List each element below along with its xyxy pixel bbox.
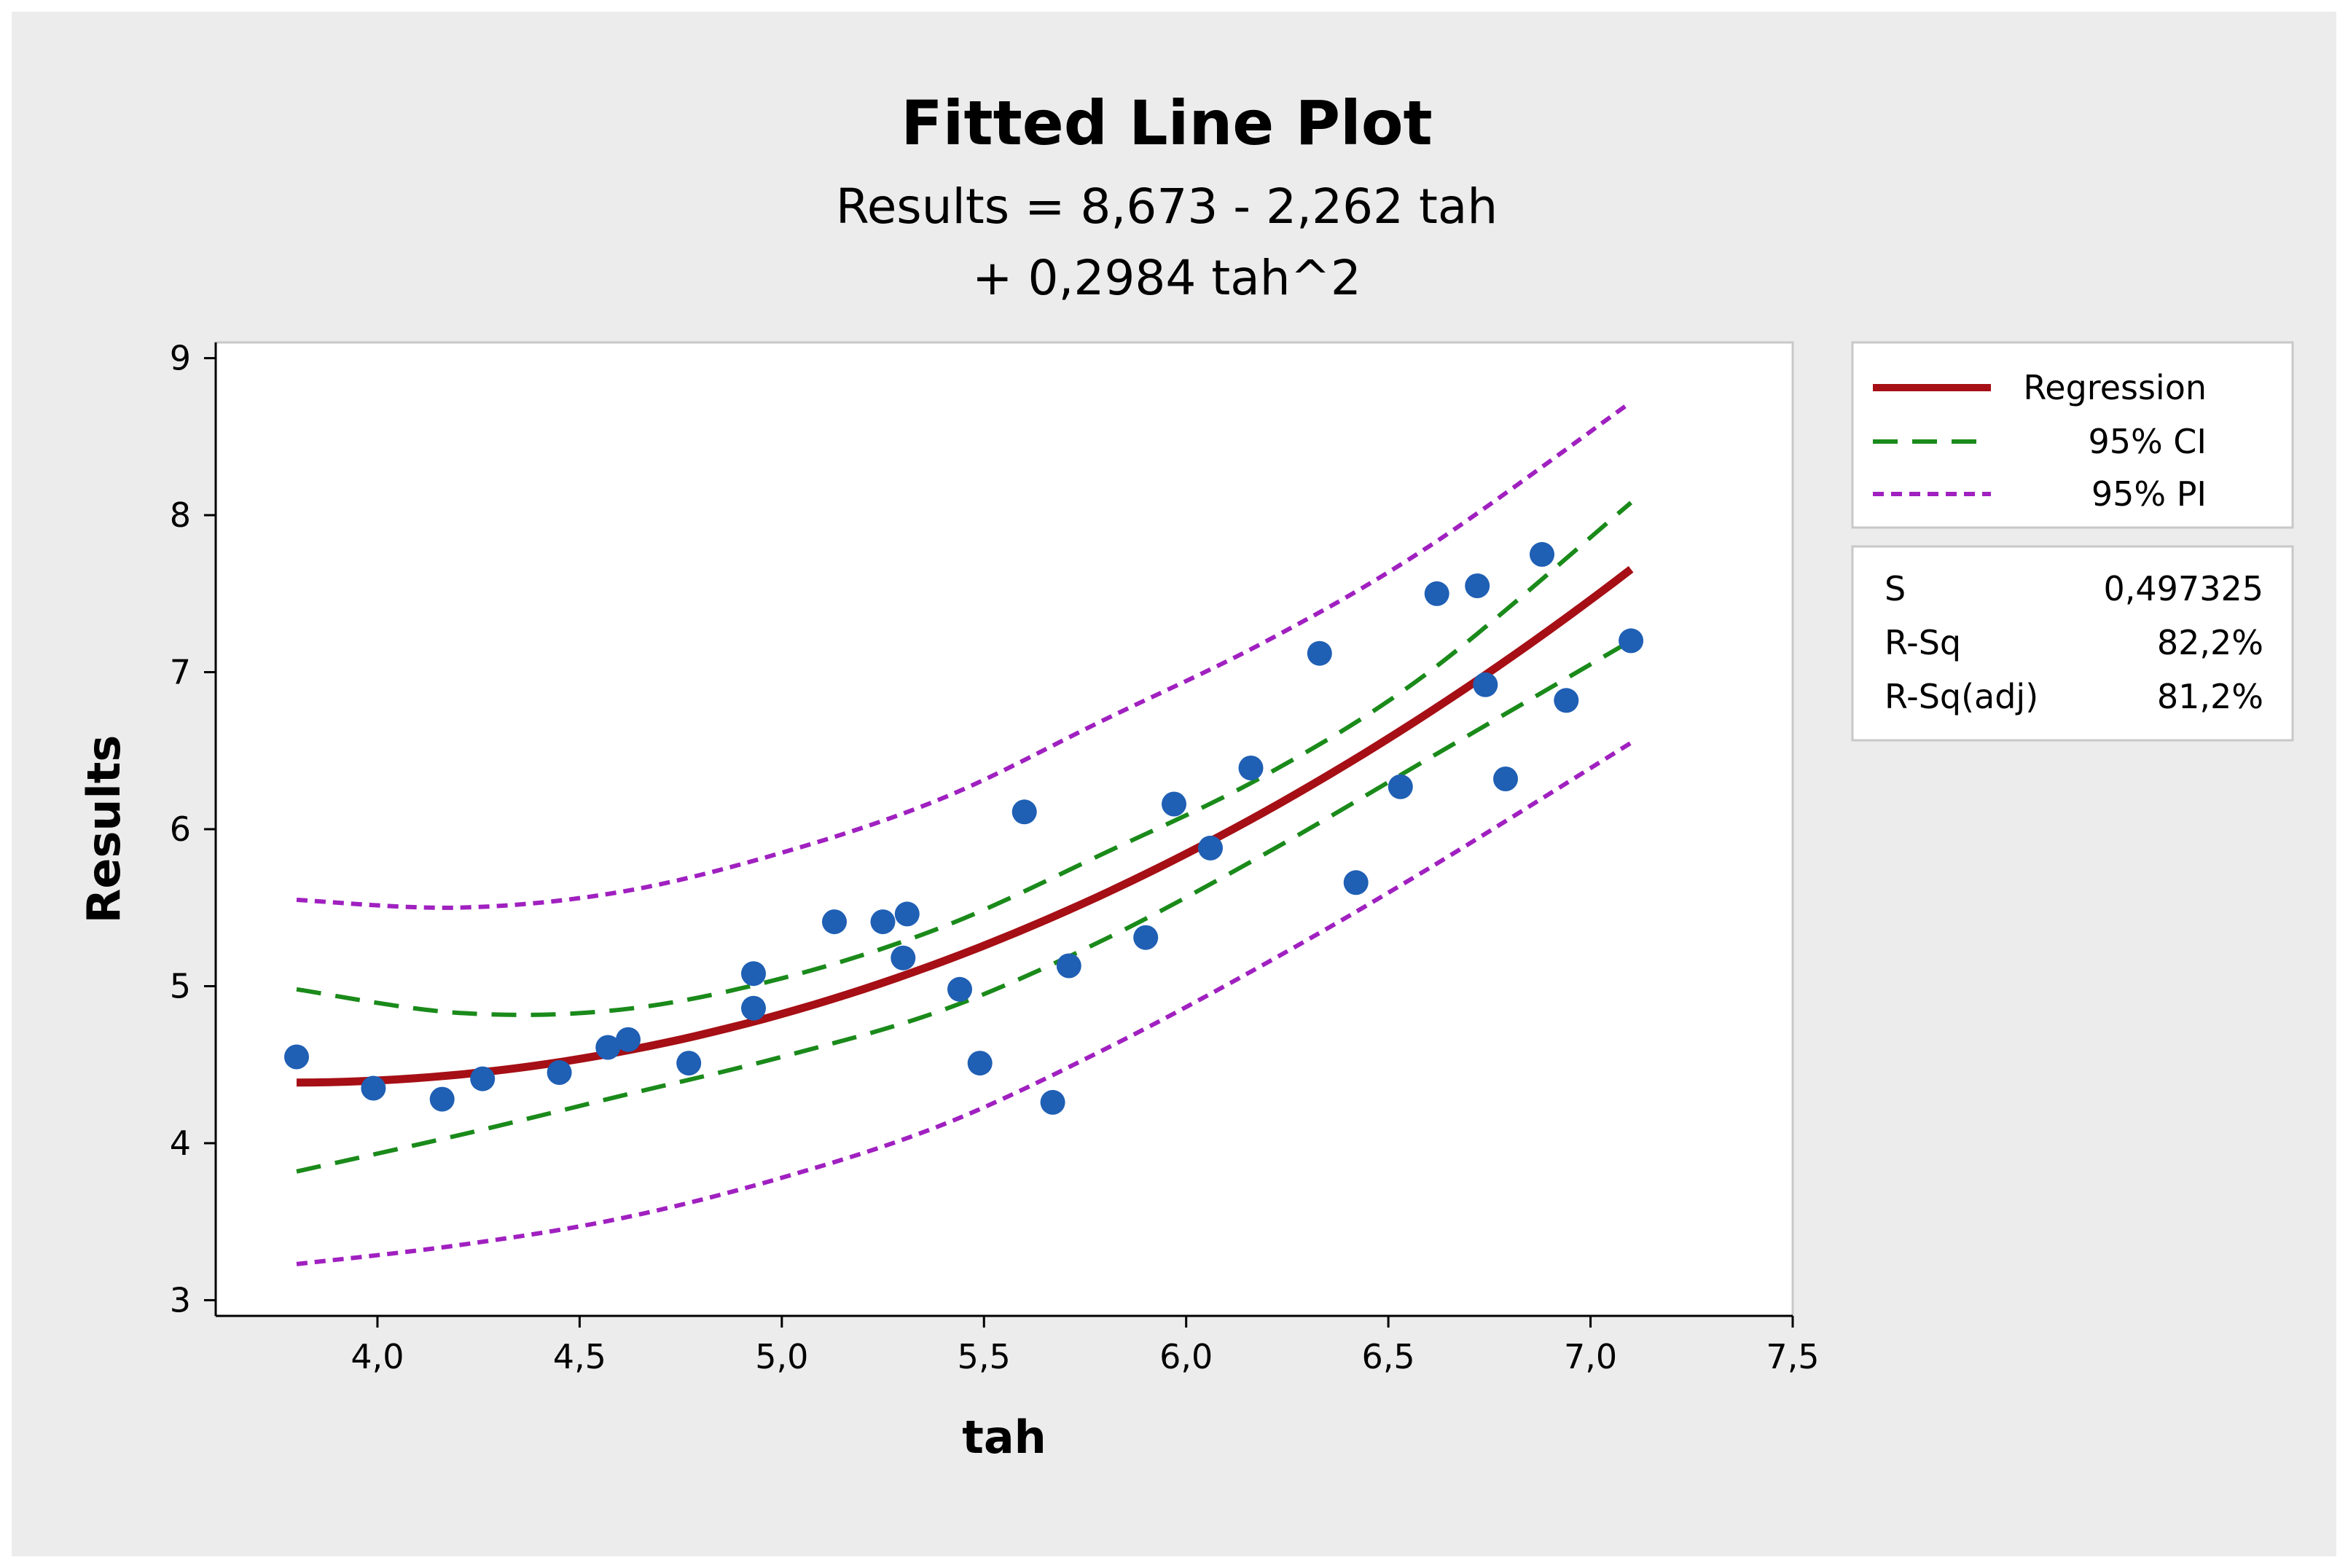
point-layer	[284, 541, 1644, 1115]
data-point	[676, 1051, 702, 1076]
data-point	[891, 945, 916, 971]
data-point	[1554, 688, 1579, 713]
plot-area	[214, 341, 1794, 1317]
stats-s-label: S	[1885, 569, 1906, 608]
stats-rsq-adj-value: 81,2%	[2157, 677, 2263, 716]
legend-pi-label: 95% PI	[2091, 474, 2207, 514]
data-point	[894, 901, 920, 927]
x-tick-label: 4,5	[553, 1337, 606, 1376]
data-point	[1133, 925, 1159, 950]
legend-ci-label: 95% CI	[2088, 422, 2207, 461]
data-point	[1011, 799, 1037, 825]
y-tick-label: 6	[170, 810, 191, 849]
data-point	[1493, 767, 1518, 791]
pi-lower-line	[296, 740, 1632, 1266]
stats-rsq-adj-label: R-Sq(adj)	[1885, 677, 2038, 716]
data-point	[822, 909, 847, 935]
stats-box	[1851, 545, 2294, 742]
chart-subtitle-equation: Results = 8,673 - 2,262 tah	[836, 179, 1498, 235]
x-tick-label: 6,5	[1362, 1337, 1415, 1376]
data-point	[1198, 835, 1223, 861]
y-tick-label: 3	[170, 1280, 191, 1320]
data-point	[1530, 541, 1554, 567]
x-tick-label: 7,5	[1766, 1337, 1819, 1376]
y-tick-label: 4	[170, 1124, 191, 1163]
x-tick-label: 5,5	[958, 1337, 1011, 1376]
x-tick-label: 7,0	[1564, 1337, 1617, 1376]
data-point	[547, 1060, 572, 1085]
y-tick-label: 7	[170, 653, 191, 692]
x-tick-label: 5,0	[755, 1337, 808, 1376]
y-tick-label: 8	[170, 495, 191, 535]
ci-lower-line	[296, 638, 1632, 1174]
data-point	[741, 995, 766, 1021]
data-point	[1473, 672, 1498, 697]
y-tick-label: 9	[170, 339, 191, 378]
legend-regression-label: Regression	[2023, 368, 2207, 407]
data-point	[616, 1027, 641, 1052]
data-point	[1162, 791, 1186, 817]
chart-subtitle-equation-continued: + 0,2984 tah^2	[972, 250, 1361, 306]
data-point	[870, 909, 896, 935]
x-axis-label: tah	[962, 1411, 1046, 1464]
fit-layer	[296, 565, 1634, 1087]
data-point	[595, 1035, 621, 1060]
x-tick-label: 4,0	[351, 1337, 404, 1376]
fitted-line-plot: Fitted Line Plot Results = 8,673 - 2,262…	[77, 87, 2294, 1464]
data-point	[1424, 581, 1449, 606]
y-axis-ticks: 3 4 5 6 7 8 9	[170, 339, 216, 1320]
stats-rsq-value: 82,2%	[2157, 623, 2263, 662]
data-point	[1619, 628, 1644, 654]
data-point	[1238, 756, 1264, 780]
data-point	[1307, 640, 1332, 666]
data-point	[1343, 870, 1369, 895]
stats-s-value: 0,497325	[2104, 569, 2264, 608]
x-tick-label: 6,0	[1159, 1337, 1213, 1376]
chart-frame: Fitted Line Plot Results = 8,673 - 2,262…	[12, 12, 2336, 1556]
data-point	[1388, 774, 1413, 799]
chart-title: Fitted Line Plot	[901, 87, 1432, 159]
data-point	[967, 1051, 993, 1076]
x-axis-ticks: 4,0 4,5 5,0 5,5 6,0 6,5 7,0 7,5	[351, 1316, 1820, 1376]
regression-line	[296, 565, 1634, 1087]
data-point	[1056, 953, 1081, 979]
data-point	[284, 1044, 309, 1070]
stats-rsq-label: R-Sq	[1885, 623, 1961, 662]
data-point	[361, 1075, 386, 1101]
ci-upper-line	[296, 501, 1633, 1017]
data-point	[1465, 573, 1490, 598]
data-point	[429, 1086, 455, 1112]
y-axis-label: Results	[77, 735, 130, 924]
data-point	[741, 961, 766, 987]
data-point	[947, 976, 972, 1002]
pi-upper-line	[296, 400, 1632, 910]
data-point	[1040, 1089, 1065, 1115]
data-point	[470, 1066, 496, 1091]
legend-box	[1851, 341, 2294, 529]
y-tick-label: 5	[170, 966, 191, 1006]
band-layer	[296, 400, 1633, 1266]
